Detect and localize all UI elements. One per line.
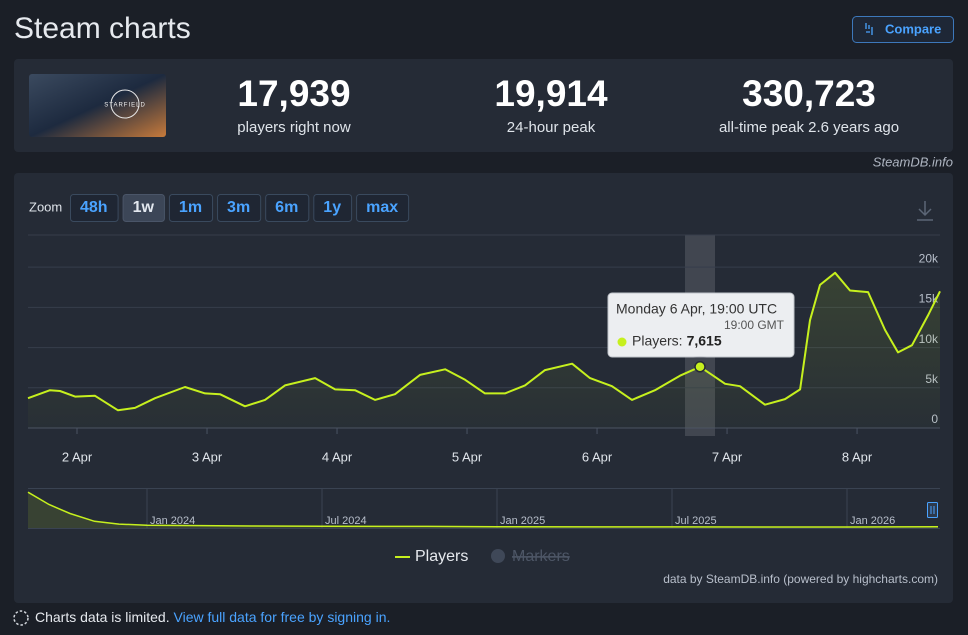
zoom-button[interactable]: 3m	[217, 194, 262, 222]
stat-label: all-time peak 2.6 years ago	[719, 119, 899, 136]
legend-label[interactable]: Players	[415, 548, 468, 565]
zoom-button-frame[interactable]	[356, 194, 410, 222]
zoom-label: Zoom	[29, 199, 62, 214]
stat-label: players right now	[237, 119, 351, 136]
tooltip-label: Players:	[632, 333, 683, 349]
tooltip-subtitle: 19:00 GMT	[724, 318, 785, 332]
navigator-tick-label: Jan 2024	[150, 515, 195, 527]
source-label: SteamDB.info	[873, 154, 953, 169]
zoom-button[interactable]: 1y	[313, 194, 353, 222]
page-title: Steam charts	[14, 12, 191, 45]
thumbnail-image[interactable]	[29, 74, 166, 137]
footer-link[interactable]: View full data for free by signing in.	[174, 609, 391, 625]
stats: 17,939 players right now 19,914 24-hour pea…	[237, 73, 899, 136]
navigator-tick-label: Jul 2024	[325, 515, 367, 527]
series-line	[27, 271, 941, 412]
hover-point	[694, 361, 706, 373]
navigator-handle-grip[interactable]	[930, 506, 935, 514]
zoom-button[interactable]: 1w	[122, 194, 165, 222]
zoom-button-frame[interactable]	[168, 194, 214, 222]
zoom-button-frame[interactable]	[265, 194, 310, 222]
navigator-handle[interactable]	[927, 502, 938, 518]
x-tick-label: 8 Apr	[842, 449, 873, 464]
navigator-line	[27, 491, 939, 528]
stat-label: 24-hour peak	[507, 119, 596, 136]
x-tick-label: 4 Apr	[322, 449, 353, 464]
zoom-button-frame[interactable]	[313, 194, 353, 222]
zoom-button[interactable]: 6m	[265, 194, 310, 222]
tooltip-value: 7,615	[687, 333, 722, 349]
zoom-button[interactable]: 1m	[168, 194, 214, 222]
x-tick-label: 3 Apr	[192, 449, 223, 464]
limited-icon	[13, 610, 29, 626]
compare-button-frame[interactable]	[852, 16, 954, 43]
compare-label[interactable]: Compare	[885, 21, 941, 36]
zoom-button[interactable]: max	[356, 194, 410, 222]
zoom-button-frame[interactable]	[217, 194, 262, 222]
zoom-button-frame[interactable]	[70, 194, 119, 222]
footer-text: Charts data is limited. View full data f…	[35, 609, 390, 625]
x-tick-label: 2 Apr	[62, 449, 93, 464]
zoom-button[interactable]: 48h	[70, 194, 119, 222]
y-tick-label: 20k	[919, 251, 939, 265]
zoom-buttons: 48h 1w 1m 3m 6m 1y max	[70, 194, 410, 222]
legend-swatch	[491, 549, 505, 563]
stats-panel	[14, 59, 953, 152]
x-tick-label: 5 Apr	[452, 449, 483, 464]
tooltip-box	[607, 292, 795, 358]
navigator: Jan 2024 Jul 2024 Jan 2025 Jul 2025 Jan 2026	[27, 488, 940, 529]
tooltip-swatch	[617, 337, 627, 347]
zoom-button-label[interactable]: 48h	[80, 199, 108, 216]
zoom-button-frame[interactable]	[122, 194, 165, 222]
zoom-button-label[interactable]: 6m	[275, 199, 298, 216]
x-tick-label: 7 Apr	[712, 449, 743, 464]
compare-icon	[865, 23, 873, 35]
zoom-button-label[interactable]: 1y	[323, 199, 341, 216]
footer-notice: Charts data is limited.	[35, 609, 170, 625]
credits: data by SteamDB.info (powered by highcha…	[663, 572, 938, 586]
download-icon[interactable]	[917, 201, 933, 221]
navigator-tick-label: Jan 2025	[500, 515, 545, 527]
x-tick-label: 6 Apr	[582, 449, 613, 464]
legend: Players Markers	[395, 548, 570, 565]
zoom-button-label[interactable]: 3m	[227, 199, 250, 216]
navigator-tick-label: Jul 2025	[675, 515, 717, 527]
game-thumbnail[interactable]: STARFIELD	[29, 74, 166, 137]
thumbnail-ring	[110, 89, 140, 119]
stat-value: 19,914	[494, 73, 608, 114]
stat-value: 17,939	[237, 73, 350, 114]
compare-button[interactable]: Compare	[852, 16, 954, 43]
zoom-button-label[interactable]: max	[366, 199, 398, 216]
navigator-tick-label: Jan 2026	[850, 515, 895, 527]
tooltip-title: Monday 6 Apr, 19:00 UTC	[616, 301, 777, 317]
game-name: STARFIELD	[104, 103, 146, 109]
stat-value: 330,723	[742, 73, 876, 114]
legend-label[interactable]: Markers	[512, 548, 570, 565]
series-area	[28, 272, 940, 428]
zoom-button-label[interactable]: 1m	[179, 199, 202, 216]
zoom-button-label[interactable]: 1w	[133, 199, 155, 216]
